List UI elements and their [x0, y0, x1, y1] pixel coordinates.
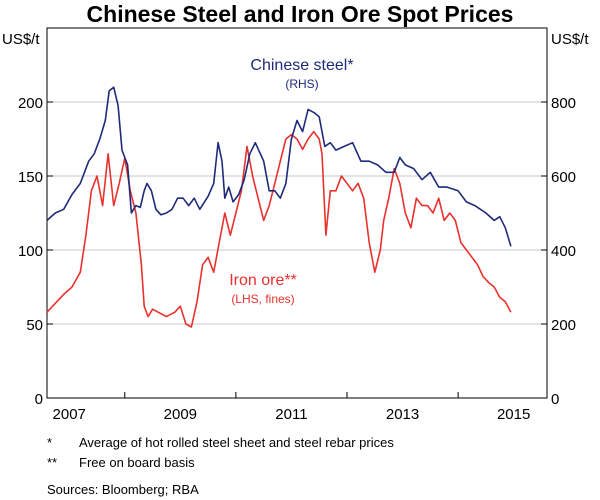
- left-tick-label: 200: [18, 95, 43, 112]
- chart-canvas: 0 50 100 150 200 0 200 400 600 800 2007 2009 2011 201…: [2, 27, 589, 423]
- legend-steel-name: Chinese steel*: [250, 57, 353, 74]
- footnote-text: Average of hot rolled steel sheet and st…: [79, 435, 394, 450]
- axis-ticks: [47, 101, 547, 399]
- left-tick-label: 150: [18, 169, 43, 186]
- right-tick-label: 800: [551, 95, 576, 112]
- legend-ore-sub: (LHS, fines): [231, 292, 294, 306]
- left-tick-label: 50: [26, 317, 43, 334]
- x-tick-label: 2007: [53, 406, 86, 423]
- footnote-mark: *: [47, 435, 53, 450]
- x-tick-label: 2013: [386, 406, 419, 423]
- x-tick-label: 2011: [275, 406, 307, 423]
- grid-lines: [47, 101, 547, 325]
- right-tick-label: 400: [551, 243, 576, 260]
- chart-title: Chinese Steel and Iron Ore Spot Prices: [86, 1, 514, 27]
- left-tick-label: 0: [35, 391, 43, 408]
- legend-ore-name: Iron ore**: [229, 272, 297, 289]
- right-tick-label: 200: [551, 317, 576, 334]
- tick-labels: 0 50 100 150 200 0 200 400 600 800 2007 2009 2011 201…: [18, 95, 576, 423]
- footnote-text: Free on board basis: [79, 455, 195, 470]
- plot-frame: [46, 27, 548, 399]
- x-tick-label: 2015: [497, 406, 530, 423]
- legend-steel-sub: (RHS): [285, 77, 318, 91]
- sources-line: Sources: Bloomberg; RBA: [47, 482, 199, 497]
- series-line-iron-ore: [46, 130, 512, 328]
- series-lines: [46, 86, 512, 328]
- right-axis-unit: US$/t: [551, 31, 589, 48]
- left-tick-label: 100: [18, 243, 43, 260]
- right-tick-label: 0: [551, 391, 559, 408]
- x-tick-label: 2009: [164, 406, 197, 423]
- series-line-chinese-steel: [46, 86, 512, 247]
- left-axis-unit: US$/t: [2, 31, 40, 48]
- footnote-mark: **: [47, 455, 58, 470]
- right-tick-label: 600: [551, 169, 576, 186]
